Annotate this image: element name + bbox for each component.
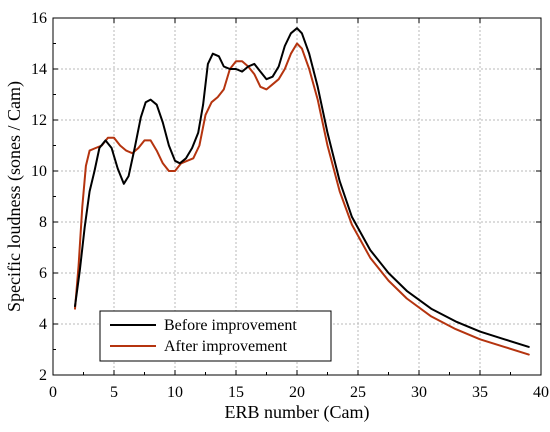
legend-label-after: After improvement [164, 338, 288, 355]
y-tick-label: 6 [39, 265, 47, 282]
x-tick-label: 5 [110, 384, 118, 401]
y-axis-title: Specific loudness (sones / Cam) [4, 81, 25, 312]
y-tick-label: 8 [39, 214, 47, 231]
x-tick-label: 20 [289, 384, 305, 401]
y-tick-label: 14 [31, 61, 47, 78]
x-tick-label: 10 [167, 384, 183, 401]
x-tick-label: 25 [350, 384, 366, 401]
series-layer [74, 27, 530, 356]
y-tick-label: 2 [39, 367, 47, 384]
y-tick-label: 10 [31, 163, 47, 180]
x-tick-label: 0 [49, 384, 57, 401]
series-line-after [74, 42, 530, 356]
x-tick-label: 15 [228, 384, 244, 401]
x-axis-title: ERB number (Cam) [225, 402, 370, 423]
legend: Before improvement After improvement [99, 310, 332, 362]
x-tick-label: 40 [533, 384, 549, 401]
axis-ticks: 0 5 10 15 20 25 30 35 40 2 4 6 8 10 12 14 16 [31, 10, 549, 401]
x-tick-label: 30 [411, 384, 427, 401]
y-tick-label: 12 [31, 112, 47, 129]
x-tick-label: 35 [472, 384, 488, 401]
y-tick-label: 16 [31, 10, 47, 27]
legend-box [99, 310, 332, 362]
series-line-before [74, 27, 530, 348]
legend-label-before: Before improvement [164, 317, 297, 334]
y-tick-label: 4 [39, 316, 47, 333]
